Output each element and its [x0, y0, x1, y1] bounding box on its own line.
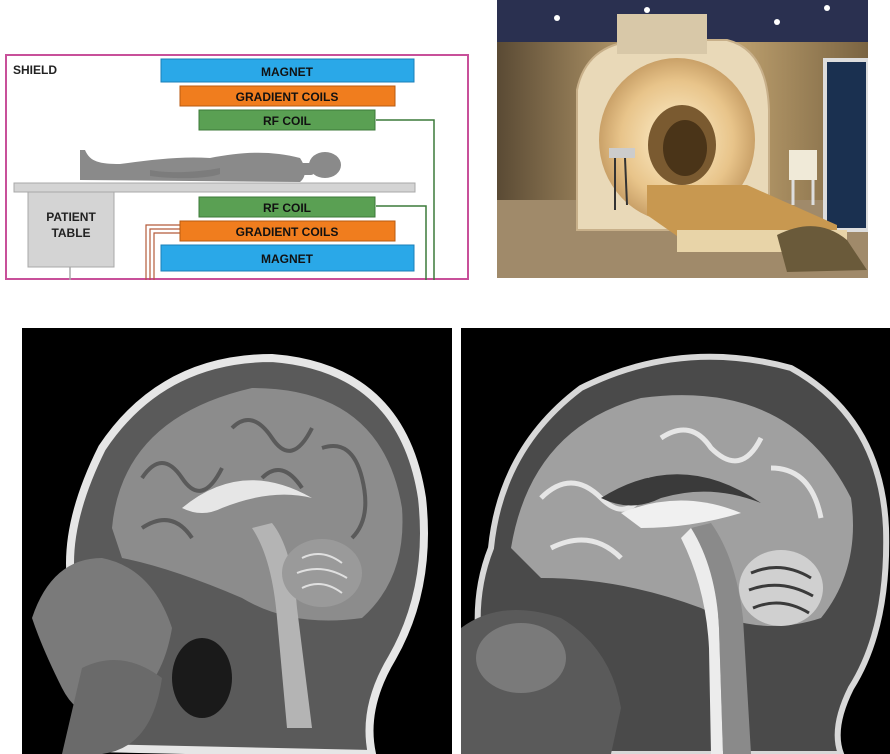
- diagram-svg: SHIELD MAGNET GRADIENT COILS RF COIL PAT…: [5, 54, 469, 280]
- t2-mri-illustration: [461, 353, 890, 754]
- scanner-illustration: [497, 0, 868, 278]
- mri-scanner-photo: [497, 0, 868, 278]
- shield-box: [5, 54, 469, 280]
- shield-label: SHIELD: [13, 63, 57, 77]
- bottom-gradient-bar: [179, 220, 396, 242]
- rf-top-wire: [376, 119, 435, 280]
- top-rf-label: RF COIL: [263, 114, 311, 128]
- t1-mri-illustration: [32, 353, 428, 754]
- patient-table-label-2: TABLE: [51, 226, 90, 240]
- t1-sagittal-mri-image: [22, 328, 452, 754]
- rf-bottom-wire: [376, 205, 427, 280]
- bottom-rf-bar: [198, 196, 376, 218]
- patient-silhouette: [80, 150, 341, 182]
- bottom-magnet-label: MAGNET: [261, 252, 314, 266]
- bottom-gradient-label: GRADIENT COILS: [236, 225, 339, 239]
- t2-sagittal-mri-image: [461, 328, 890, 754]
- patient-table-base: [27, 191, 115, 268]
- top-gradient-bar: [179, 85, 396, 107]
- top-magnet-label: MAGNET: [261, 65, 314, 79]
- bottom-rf-label: RF COIL: [263, 201, 311, 215]
- gradient-wire-1: [145, 224, 180, 280]
- top-gradient-label: GRADIENT COILS: [236, 90, 339, 104]
- top-magnet-bar: [160, 58, 415, 83]
- bottom-magnet-bar: [160, 244, 415, 272]
- table-top: [13, 182, 416, 193]
- patient-table-label-1: PATIENT: [46, 210, 96, 224]
- top-rf-bar: [198, 109, 376, 131]
- gradient-wire-3: [153, 232, 180, 280]
- mri-components-diagram: SHIELD MAGNET GRADIENT COILS RF COIL PAT…: [0, 0, 480, 300]
- gradient-wire-2: [149, 228, 180, 280]
